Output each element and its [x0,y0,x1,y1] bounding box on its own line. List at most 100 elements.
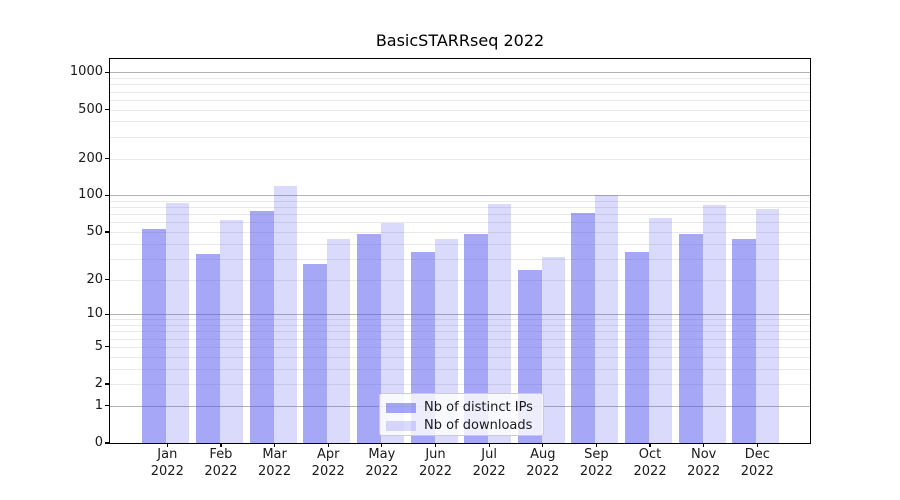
legend-item-distinct-ips: Nb of distinct IPs [386,399,543,417]
bar-nb-of-distinct-ips-jan-2022 [142,229,167,443]
x-tick-label: Jun 2022 [418,447,453,479]
gridline-minor [110,214,810,216]
bar-nb-of-downloads-nov-2022 [702,204,726,443]
gridline-minor [110,325,810,327]
x-tick-mark [488,443,490,447]
x-tick-label: Dec 2022 [740,447,774,479]
x-tick-label: Jul 2022 [472,447,506,479]
bar-nb-of-downloads-jan-2022 [166,203,190,443]
gridline-minor [110,356,810,358]
gridline-minor [110,222,810,224]
bar-nb-of-downloads-aug-2022 [541,257,565,443]
gridline-minor [110,331,810,333]
gridline-minor [110,258,810,260]
gridline-minor [110,158,810,160]
gridline-minor [110,84,810,86]
y-tick-label: 50 [86,224,103,240]
y-tick-mark [105,346,110,348]
y-tick-label: 10 [86,306,103,322]
plot-area [109,58,811,444]
gridline-minor [110,78,810,80]
y-tick-label: 20 [86,271,103,287]
x-tick-mark [434,443,437,447]
x-tick-label: Aug 2022 [526,447,560,479]
x-tick-mark [649,443,651,447]
gridline-minor [110,121,810,123]
bar-nb-of-downloads-oct-2022 [649,217,673,443]
gridline-major [110,195,810,197]
bar-nb-of-downloads-jul-2022 [488,204,512,443]
y-tick-mark [105,71,110,73]
bar-nb-of-downloads-jun-2022 [434,238,458,443]
y-tick-mark [105,157,110,160]
legend-swatch-distinct-ips [386,403,416,413]
gridline-minor [110,207,810,209]
x-tick-mark [220,443,222,447]
x-tick-label: Jan 2022 [150,447,184,479]
bar-nb-of-distinct-ips-oct-2022 [625,252,650,443]
y-tick-mark [105,231,110,233]
x-tick-mark [381,443,383,447]
y-tick-mark [105,194,110,197]
bar-nb-of-distinct-ips-nov-2022 [678,234,703,443]
gridline-major [110,314,810,316]
y-tick-label: 5 [94,338,103,354]
x-tick-mark [273,443,276,447]
bar-nb-of-downloads-sep-2022 [595,194,619,443]
bar-nb-of-distinct-ips-apr-2022 [303,264,328,443]
gridline-minor [110,201,810,203]
bar-nb-of-distinct-ips-dec-2022 [732,238,757,443]
legend-label-downloads: Nb of downloads [424,418,533,433]
x-tick-label: Sep 2022 [579,447,613,479]
legend: Nb of distinct IPs Nb of downloads [379,393,544,436]
grid-layer [110,59,810,443]
x-tick-label: Oct 2022 [633,447,667,479]
y-tick-label: 100 [78,187,103,203]
x-tick-mark [327,443,329,447]
x-tick-label: Nov 2022 [687,447,721,479]
legend-item-downloads: Nb of downloads [386,417,543,435]
bar-nb-of-downloads-mar-2022 [273,185,297,443]
x-tick-label: Apr 2022 [311,447,345,479]
y-tick-mark [105,383,110,385]
x-tick-mark [542,443,544,447]
bar-nb-of-distinct-ips-feb-2022 [195,253,220,443]
gridline-minor [110,109,810,111]
legend-swatch-downloads [386,421,416,431]
y-tick-mark [105,279,110,281]
bar-nb-of-distinct-ips-sep-2022 [571,212,596,443]
gridline-minor [110,279,810,281]
gridline-minor [110,232,810,234]
gridline-major [110,72,810,74]
x-tick-mark [166,443,168,447]
bar-nb-of-distinct-ips-may-2022 [356,234,381,443]
bar-nb-of-distinct-ips-mar-2022 [249,211,274,443]
bar-nb-of-downloads-apr-2022 [327,238,351,443]
gridline-minor [110,346,810,348]
x-tick-label: Mar 2022 [258,447,292,479]
x-tick-mark [595,443,597,447]
y-tick-label: 200 [78,150,103,166]
gridline-minor [110,368,810,370]
bar-nb-of-downloads-dec-2022 [756,208,780,443]
bar-nb-of-downloads-feb-2022 [219,219,243,443]
gridline-minor [110,243,810,245]
y-tick-mark [105,313,110,315]
y-tick-label: 2 [94,376,103,392]
x-tick-mark [703,443,705,447]
y-tick-label: 0 [94,435,103,450]
y-tick-label: 1 [94,397,103,413]
bar-layer [110,59,810,443]
x-tick-mark [756,443,758,447]
x-tick-label: Feb 2022 [204,447,238,479]
chart-title: BasicSTARRseq 2022 [375,31,545,50]
y-tick-mark [105,405,110,407]
y-tick-label: 1000 [69,64,103,80]
legend-label-distinct-ips: Nb of distinct IPs [424,400,533,415]
gridline-minor [110,136,810,138]
bar-nb-of-downloads-may-2022 [380,222,404,443]
gridline-minor [110,338,810,340]
y-tick-label: 500 [78,101,103,117]
